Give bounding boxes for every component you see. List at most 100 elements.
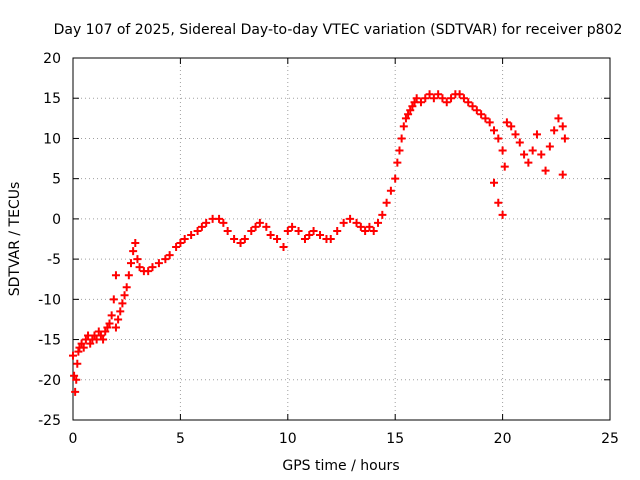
y-tick-label: -10 [38,292,61,308]
data-point [99,335,108,344]
data-point [515,138,524,147]
data-point [109,295,118,304]
y-tick-label: 5 [52,172,61,188]
data-point [352,218,361,227]
data-point [502,118,511,127]
y-axis-label: SDTVAR / TECUs [7,182,23,297]
data-point [144,267,153,276]
data-point [133,255,142,264]
data-point [154,259,163,268]
data-point [393,158,402,167]
data-point [485,118,494,127]
data-point [279,243,288,252]
data-point [180,235,189,243]
data-point [399,122,408,131]
data-point [72,375,81,384]
y-tick-label: -5 [47,252,61,268]
y-tick-label: -20 [38,373,61,389]
data-point [77,339,86,348]
data-point [545,142,554,151]
data-point [560,134,569,143]
data-point [558,122,567,131]
data-point [541,166,550,175]
data-point [356,222,365,231]
data-point [395,146,404,155]
data-point [447,94,456,103]
data-point [266,230,275,239]
y-tick-label: 0 [52,212,61,228]
data-point [490,126,499,135]
data-point [69,351,77,360]
data-point [464,98,473,107]
data-point [378,210,387,219]
data-point [339,218,348,227]
data-point [288,222,297,231]
chart-title: Day 107 of 2025, Sidereal Day-to-day VTE… [54,22,623,38]
data-point [165,251,174,260]
data-point [406,106,415,115]
data-point [116,307,125,316]
data-point [494,134,503,143]
data-point [511,130,520,139]
data-point [86,339,95,348]
y-tick-label: 15 [43,91,61,107]
y-tick-label: -15 [38,333,61,349]
data-point [309,226,318,235]
data-point [74,347,83,356]
data-point [455,90,464,99]
data-point [333,226,342,235]
data-point [148,263,157,272]
data-point [438,94,447,103]
x-tick-label: 10 [279,431,297,447]
data-point [105,319,114,328]
data-point [472,106,481,115]
data-point [416,98,425,107]
data-point [120,291,129,300]
data-point [71,387,80,396]
data-point [255,218,264,227]
data-point [215,214,224,223]
data-point [558,170,567,179]
ticks: 0 5 10 15 20 25 -25 -20 -15 -10 -5 0 5 10 15 20 [38,51,619,447]
data-point [103,323,112,332]
plot-frame [72,57,611,421]
data-point [404,110,413,119]
data-point [111,323,120,332]
data-point [361,226,370,235]
data-point [421,94,430,103]
data-point [223,226,232,235]
data-point [477,110,486,119]
x-tick-label: 0 [69,431,78,447]
data-point [96,331,105,340]
data-point [507,122,516,131]
data-point [107,311,116,320]
data-point [305,230,314,239]
data-point [101,327,110,336]
data-point [114,315,123,324]
data-point [498,146,507,155]
data-series [69,90,569,396]
data-point [273,235,282,243]
data-point [459,94,468,103]
data-point [79,343,88,352]
data-point [161,255,170,264]
data-point [236,239,245,248]
data-point [176,239,185,248]
x-tick-label: 20 [494,431,512,447]
data-point [70,371,79,380]
data-point [401,114,410,123]
data-point [425,90,434,99]
data-point [429,94,438,103]
data-point [126,259,135,268]
data-point [365,222,374,231]
y-tick-label: -25 [38,413,61,429]
data-point [240,235,249,243]
data-point [374,218,383,227]
data-point [369,226,378,235]
data-point [550,126,559,135]
data-point [494,198,503,207]
data-point [481,114,490,123]
data-point [326,235,335,243]
data-point [412,94,421,103]
